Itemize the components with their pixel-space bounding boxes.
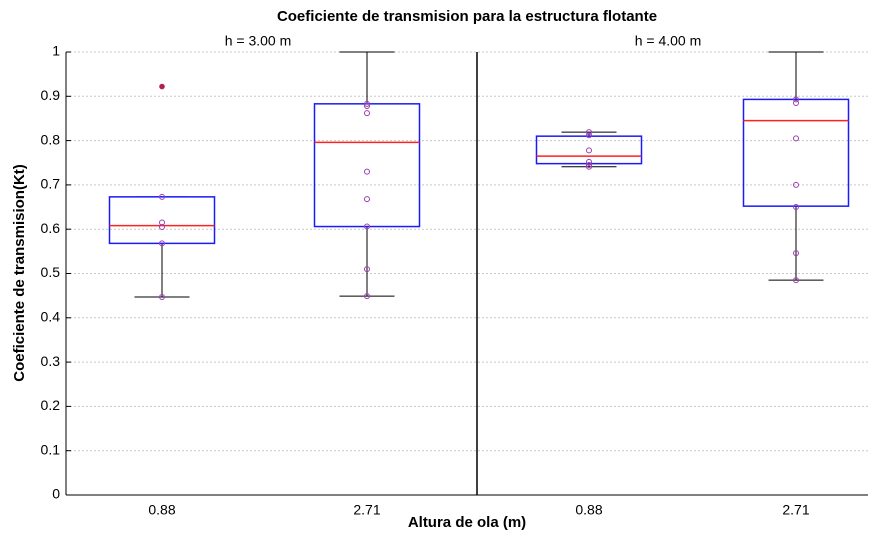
data-point	[159, 293, 165, 300]
y-tick-label: 0.5	[41, 264, 61, 280]
data-point	[586, 132, 592, 139]
y-axis-label: Coeficiente de transmision(Kt)	[11, 164, 28, 382]
data-point	[586, 147, 592, 154]
y-tick-label: 0.3	[41, 353, 61, 369]
data-point	[793, 96, 799, 103]
data-point	[159, 223, 165, 230]
data-point	[586, 161, 592, 168]
data-point	[159, 193, 165, 200]
box	[313, 103, 421, 228]
y-tick-label: 0.8	[41, 131, 61, 147]
data-point	[159, 219, 165, 226]
y-tick-label: 0	[52, 486, 60, 502]
data-point	[793, 135, 799, 142]
data-point	[586, 129, 592, 136]
box	[108, 196, 216, 245]
data-point	[793, 277, 799, 284]
data-point	[364, 293, 370, 300]
data-point	[364, 196, 370, 203]
data-point	[364, 110, 370, 117]
data-point	[364, 100, 370, 107]
x-tick-label: 0.88	[148, 502, 175, 518]
group-label: h = 4.00 m	[635, 33, 702, 49]
x-tick-label: 2.71	[782, 502, 809, 518]
group-label: h = 3.00 m	[225, 33, 292, 49]
x-tick-label: 0.88	[575, 502, 602, 518]
data-point	[364, 266, 370, 273]
data-point	[364, 168, 370, 175]
box	[742, 98, 850, 207]
x-axis-label: Altura de ola (m)	[408, 514, 526, 531]
chart-title: Coeficiente de transmision para la estru…	[277, 8, 657, 25]
data-point	[364, 103, 370, 110]
data-point	[364, 223, 370, 230]
outlier	[159, 83, 165, 90]
y-tick-label: 0.9	[41, 87, 61, 103]
data-point	[793, 250, 799, 257]
data-point	[793, 204, 799, 211]
data-point	[793, 99, 799, 106]
y-tick-label: 0.2	[41, 397, 61, 413]
data-point	[793, 181, 799, 188]
box	[535, 135, 643, 165]
y-tick-label: 0.6	[41, 220, 61, 236]
y-tick-label: 0.7	[41, 176, 61, 192]
data-point	[159, 240, 165, 247]
y-tick-label: 0.4	[41, 309, 61, 325]
y-tick-label: 0.1	[41, 441, 61, 457]
y-tick-label: 1	[52, 43, 60, 59]
data-point	[586, 163, 592, 170]
x-tick-label: 2.71	[353, 502, 380, 518]
